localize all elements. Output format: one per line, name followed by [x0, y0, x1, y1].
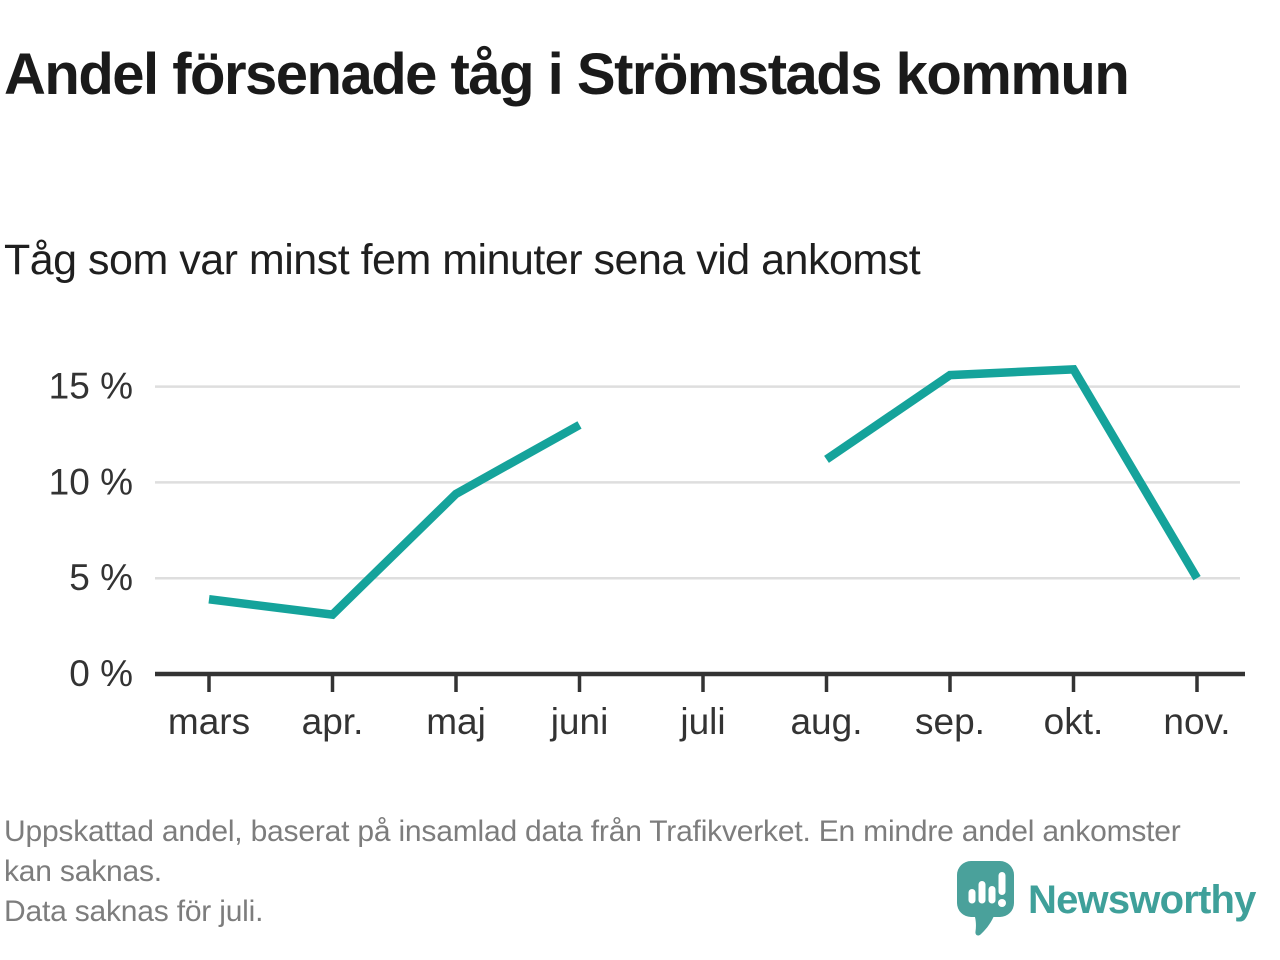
logo-bar-2: [978, 881, 986, 904]
y-axis-label: 5 %: [69, 557, 133, 598]
logo-bar-1: [968, 889, 976, 904]
x-axis-label: juni: [550, 701, 609, 742]
x-axis-label: apr.: [302, 701, 364, 742]
brand-name: Newsworthy: [1028, 877, 1256, 922]
y-axis-label: 15 %: [49, 366, 133, 407]
newsworthy-speech-bubble-bar-chart-icon: [957, 861, 1014, 936]
x-axis-label: maj: [426, 701, 486, 742]
x-axis-label: okt.: [1044, 701, 1104, 742]
y-axis-label: 0 %: [69, 653, 133, 694]
page-title: Andel försenade tåg i Strömstads kommun: [4, 42, 1130, 107]
x-axis-label: nov.: [1163, 701, 1230, 742]
chart-footnote: Uppskattad andel, baserat på insamlad da…: [4, 812, 1184, 932]
x-axis-label: juli: [679, 701, 725, 742]
footnote-missing-data-text: Data saknas för juli.: [4, 895, 264, 928]
x-axis-label: sep.: [915, 701, 985, 742]
delayed-trains-line-chart: 0 % 5 % 10 % 15 % mars apr. maj juni juli aug. sep…: [49, 364, 1245, 742]
x-axis-label: mars: [168, 701, 250, 742]
y-axis-label: 10 %: [49, 461, 133, 502]
data-line-segment: [208, 421, 582, 620]
logo-bar-3: [988, 886, 996, 904]
data-line-segment: [824, 364, 1201, 581]
footnote-source-text: Uppskattad andel, baserat på insamlad da…: [4, 815, 1181, 888]
page-subtitle: Tåg som var minst fem minuter sena vid a…: [4, 236, 921, 284]
newsworthy-logo: Newsworthy: [956, 860, 1256, 940]
logo-exclamation-bar: [998, 872, 1006, 895]
x-axis-label: aug.: [790, 701, 862, 742]
logo-exclamation-dot: [998, 899, 1006, 907]
